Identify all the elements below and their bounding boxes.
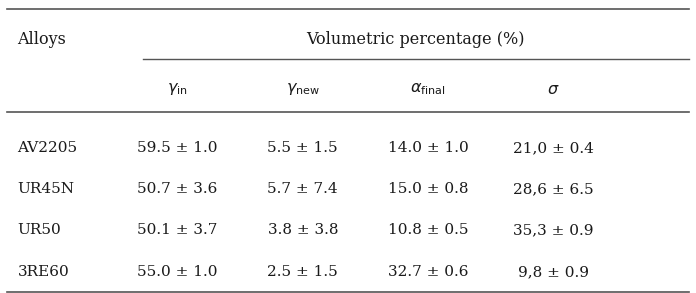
Text: 28,6 ± 6.5: 28,6 ± 6.5 bbox=[513, 182, 594, 196]
Text: $\alpha_{\mathrm{final}}$: $\alpha_{\mathrm{final}}$ bbox=[410, 81, 446, 97]
Text: AV2205: AV2205 bbox=[17, 141, 77, 155]
Text: UR50: UR50 bbox=[17, 223, 61, 237]
Text: 32.7 ± 0.6: 32.7 ± 0.6 bbox=[388, 265, 468, 279]
Text: 3.8 ± 3.8: 3.8 ± 3.8 bbox=[267, 223, 338, 237]
Text: 9,8 ± 0.9: 9,8 ± 0.9 bbox=[518, 265, 589, 279]
Text: 15.0 ± 0.8: 15.0 ± 0.8 bbox=[388, 182, 468, 196]
Text: 2.5 ± 1.5: 2.5 ± 1.5 bbox=[267, 265, 338, 279]
Text: 10.8 ± 0.5: 10.8 ± 0.5 bbox=[388, 223, 468, 237]
Text: Alloys: Alloys bbox=[17, 31, 66, 48]
Text: UR45N: UR45N bbox=[17, 182, 74, 196]
Text: $\gamma_{\mathrm{in}}$: $\gamma_{\mathrm{in}}$ bbox=[167, 81, 188, 97]
Text: 5.7 ± 7.4: 5.7 ± 7.4 bbox=[267, 182, 338, 196]
Text: 3RE60: 3RE60 bbox=[17, 265, 69, 279]
Text: $\sigma$: $\sigma$ bbox=[547, 82, 560, 97]
Text: 55.0 ± 1.0: 55.0 ± 1.0 bbox=[137, 265, 218, 279]
Text: 50.7 ± 3.6: 50.7 ± 3.6 bbox=[137, 182, 218, 196]
Text: 21,0 ± 0.4: 21,0 ± 0.4 bbox=[513, 141, 594, 155]
Text: 5.5 ± 1.5: 5.5 ± 1.5 bbox=[267, 141, 338, 155]
Text: Volumetric percentage (%): Volumetric percentage (%) bbox=[307, 31, 525, 48]
Text: 14.0 ± 1.0: 14.0 ± 1.0 bbox=[388, 141, 468, 155]
Text: 35,3 ± 0.9: 35,3 ± 0.9 bbox=[513, 223, 594, 237]
Text: $\gamma_{\mathrm{new}}$: $\gamma_{\mathrm{new}}$ bbox=[286, 81, 319, 97]
Text: 50.1 ± 3.7: 50.1 ± 3.7 bbox=[137, 223, 218, 237]
Text: 59.5 ± 1.0: 59.5 ± 1.0 bbox=[137, 141, 218, 155]
